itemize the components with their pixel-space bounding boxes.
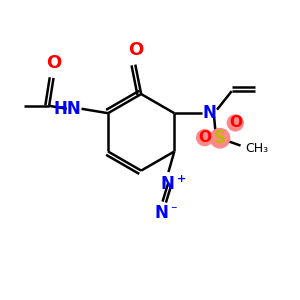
Text: CH₃: CH₃ [245,142,268,155]
Circle shape [227,115,243,131]
Text: O: O [229,116,242,130]
Text: O: O [46,54,61,72]
Text: HN: HN [54,100,82,118]
Text: N: N [160,175,174,193]
Text: O: O [128,41,143,59]
Text: N: N [154,205,168,223]
Text: O: O [198,130,211,145]
Text: S: S [214,129,226,147]
Text: ⁻: ⁻ [170,204,176,217]
Circle shape [210,128,230,148]
Text: +: + [177,174,186,184]
Circle shape [197,130,213,146]
Text: N: N [203,104,217,122]
